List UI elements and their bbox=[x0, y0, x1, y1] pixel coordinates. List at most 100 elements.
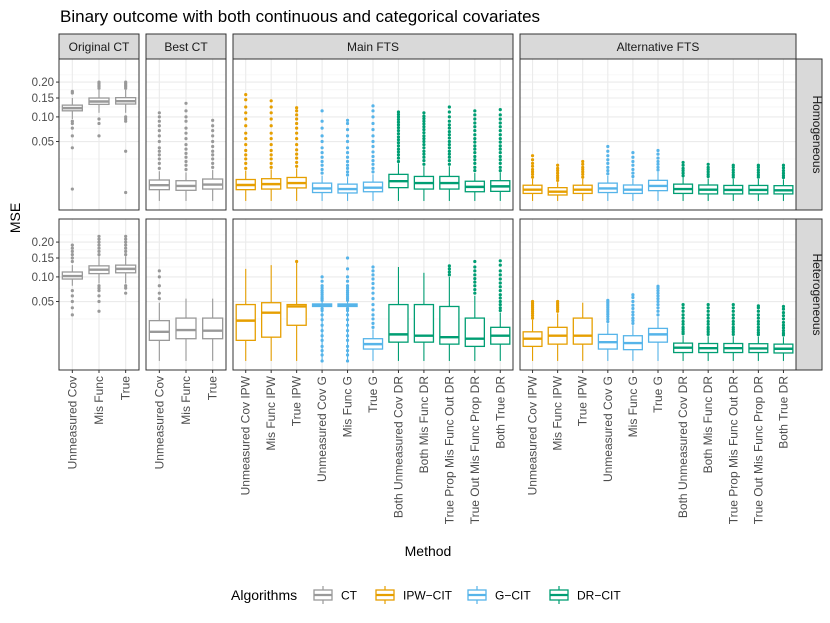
outlier-point bbox=[606, 319, 610, 324]
outlier-point bbox=[295, 109, 299, 113]
outlier-point bbox=[422, 122, 426, 126]
outlier-point bbox=[422, 152, 426, 156]
outlier-point bbox=[211, 161, 215, 165]
outlier-point bbox=[396, 150, 401, 154]
outlier-point bbox=[70, 121, 74, 126]
box-true-ipw bbox=[572, 302, 593, 361]
outlier-point bbox=[157, 291, 161, 295]
outlier-point bbox=[422, 142, 426, 147]
outlier-point bbox=[184, 109, 188, 113]
outlier-point bbox=[124, 249, 128, 253]
outlier-point bbox=[656, 148, 660, 153]
outlier-point bbox=[756, 322, 760, 326]
outlier-point bbox=[498, 273, 502, 277]
outlier-point bbox=[781, 326, 786, 330]
legend-item: G−CIT bbox=[467, 586, 531, 604]
outlier-point bbox=[157, 149, 161, 153]
outlier-point bbox=[498, 306, 502, 310]
outlier-point bbox=[184, 151, 188, 155]
outlier-point bbox=[157, 166, 161, 170]
outlier-point bbox=[781, 323, 786, 327]
outlier-point bbox=[473, 144, 477, 148]
outlier-point bbox=[498, 151, 502, 155]
outlier-point bbox=[345, 159, 350, 164]
outlier-point bbox=[244, 93, 248, 97]
outlier-point bbox=[498, 259, 502, 263]
box-both-true-dr bbox=[490, 259, 511, 361]
box-true-g bbox=[362, 104, 384, 201]
outlier-point bbox=[530, 161, 535, 165]
outlier-point bbox=[422, 116, 426, 121]
box-true-ipw bbox=[572, 159, 593, 201]
outlier-point bbox=[97, 299, 101, 304]
outlier-point bbox=[581, 159, 585, 164]
outlier-point bbox=[124, 80, 128, 84]
outlier-point bbox=[447, 155, 451, 159]
outlier-point bbox=[447, 162, 451, 166]
outlier-point bbox=[345, 118, 350, 122]
outlier-point bbox=[473, 109, 477, 113]
x-tick-label: Unmeasured Cov bbox=[65, 376, 79, 469]
outlier-point bbox=[70, 187, 74, 191]
outlier-point bbox=[498, 302, 502, 307]
legend: Algorithms CT IPW−CIT G−CIT DR−CIT bbox=[231, 586, 621, 604]
outlier-point bbox=[756, 170, 760, 175]
x-tick-label: Both Mis Func DR bbox=[701, 376, 715, 474]
outlier-point bbox=[756, 319, 760, 324]
outlier-point bbox=[244, 153, 248, 157]
outlier-point bbox=[606, 161, 610, 165]
outlier-point bbox=[97, 234, 101, 238]
legend-item: CT bbox=[313, 586, 358, 604]
outlier-point bbox=[70, 126, 74, 130]
panel-border bbox=[145, 58, 227, 211]
box-mis-func bbox=[88, 80, 110, 138]
outlier-point bbox=[184, 142, 188, 147]
outlier-point bbox=[211, 144, 215, 149]
outlier-point bbox=[681, 169, 685, 173]
x-tick-label: Unmeasured Cov IPW bbox=[526, 375, 540, 495]
box-unmeasured-cov-ipw bbox=[235, 93, 256, 201]
outlier-point bbox=[706, 313, 710, 317]
outlier-point bbox=[345, 155, 350, 159]
outlier-point bbox=[498, 113, 502, 117]
x-tick-label: Unmeasured Cov G bbox=[601, 376, 615, 482]
outlier-point bbox=[681, 302, 685, 307]
outlier-point bbox=[371, 321, 375, 325]
outlier-point bbox=[530, 170, 535, 174]
outlier-point bbox=[731, 306, 735, 310]
outlier-point bbox=[656, 289, 660, 293]
outlier-point bbox=[396, 115, 401, 119]
outlier-point bbox=[184, 167, 188, 172]
box-body bbox=[464, 317, 486, 348]
outlier-point bbox=[157, 157, 161, 161]
outlier-point bbox=[473, 151, 477, 155]
box-mis-func-g bbox=[622, 293, 643, 361]
outlier-point bbox=[473, 288, 477, 292]
outlier-point bbox=[681, 325, 685, 329]
outlier-point bbox=[706, 172, 710, 176]
outlier-point bbox=[756, 163, 760, 167]
outlier-point bbox=[681, 306, 685, 310]
outlier-point bbox=[371, 159, 375, 163]
outlier-point bbox=[184, 101, 188, 105]
outlier-point bbox=[631, 321, 635, 325]
outlier-point bbox=[606, 149, 610, 153]
outlier-point bbox=[269, 157, 273, 161]
outlier-point bbox=[396, 141, 401, 145]
outlier-point bbox=[530, 164, 535, 168]
box-mis-func bbox=[175, 101, 197, 201]
outlier-point bbox=[656, 313, 660, 317]
box-true-ipw bbox=[286, 259, 307, 361]
x-tick-label: Both True DR bbox=[493, 376, 507, 449]
outlier-point bbox=[320, 171, 324, 175]
outlier-point bbox=[498, 158, 502, 162]
outlier-point bbox=[447, 133, 451, 137]
outlier-point bbox=[184, 126, 188, 130]
outlier-point bbox=[396, 147, 401, 151]
x-tick-label: True bbox=[206, 376, 220, 401]
outlier-point bbox=[345, 284, 350, 288]
outlier-point bbox=[498, 121, 502, 125]
outlier-point bbox=[706, 316, 710, 320]
outlier-point bbox=[295, 131, 299, 135]
box-body bbox=[260, 302, 282, 338]
